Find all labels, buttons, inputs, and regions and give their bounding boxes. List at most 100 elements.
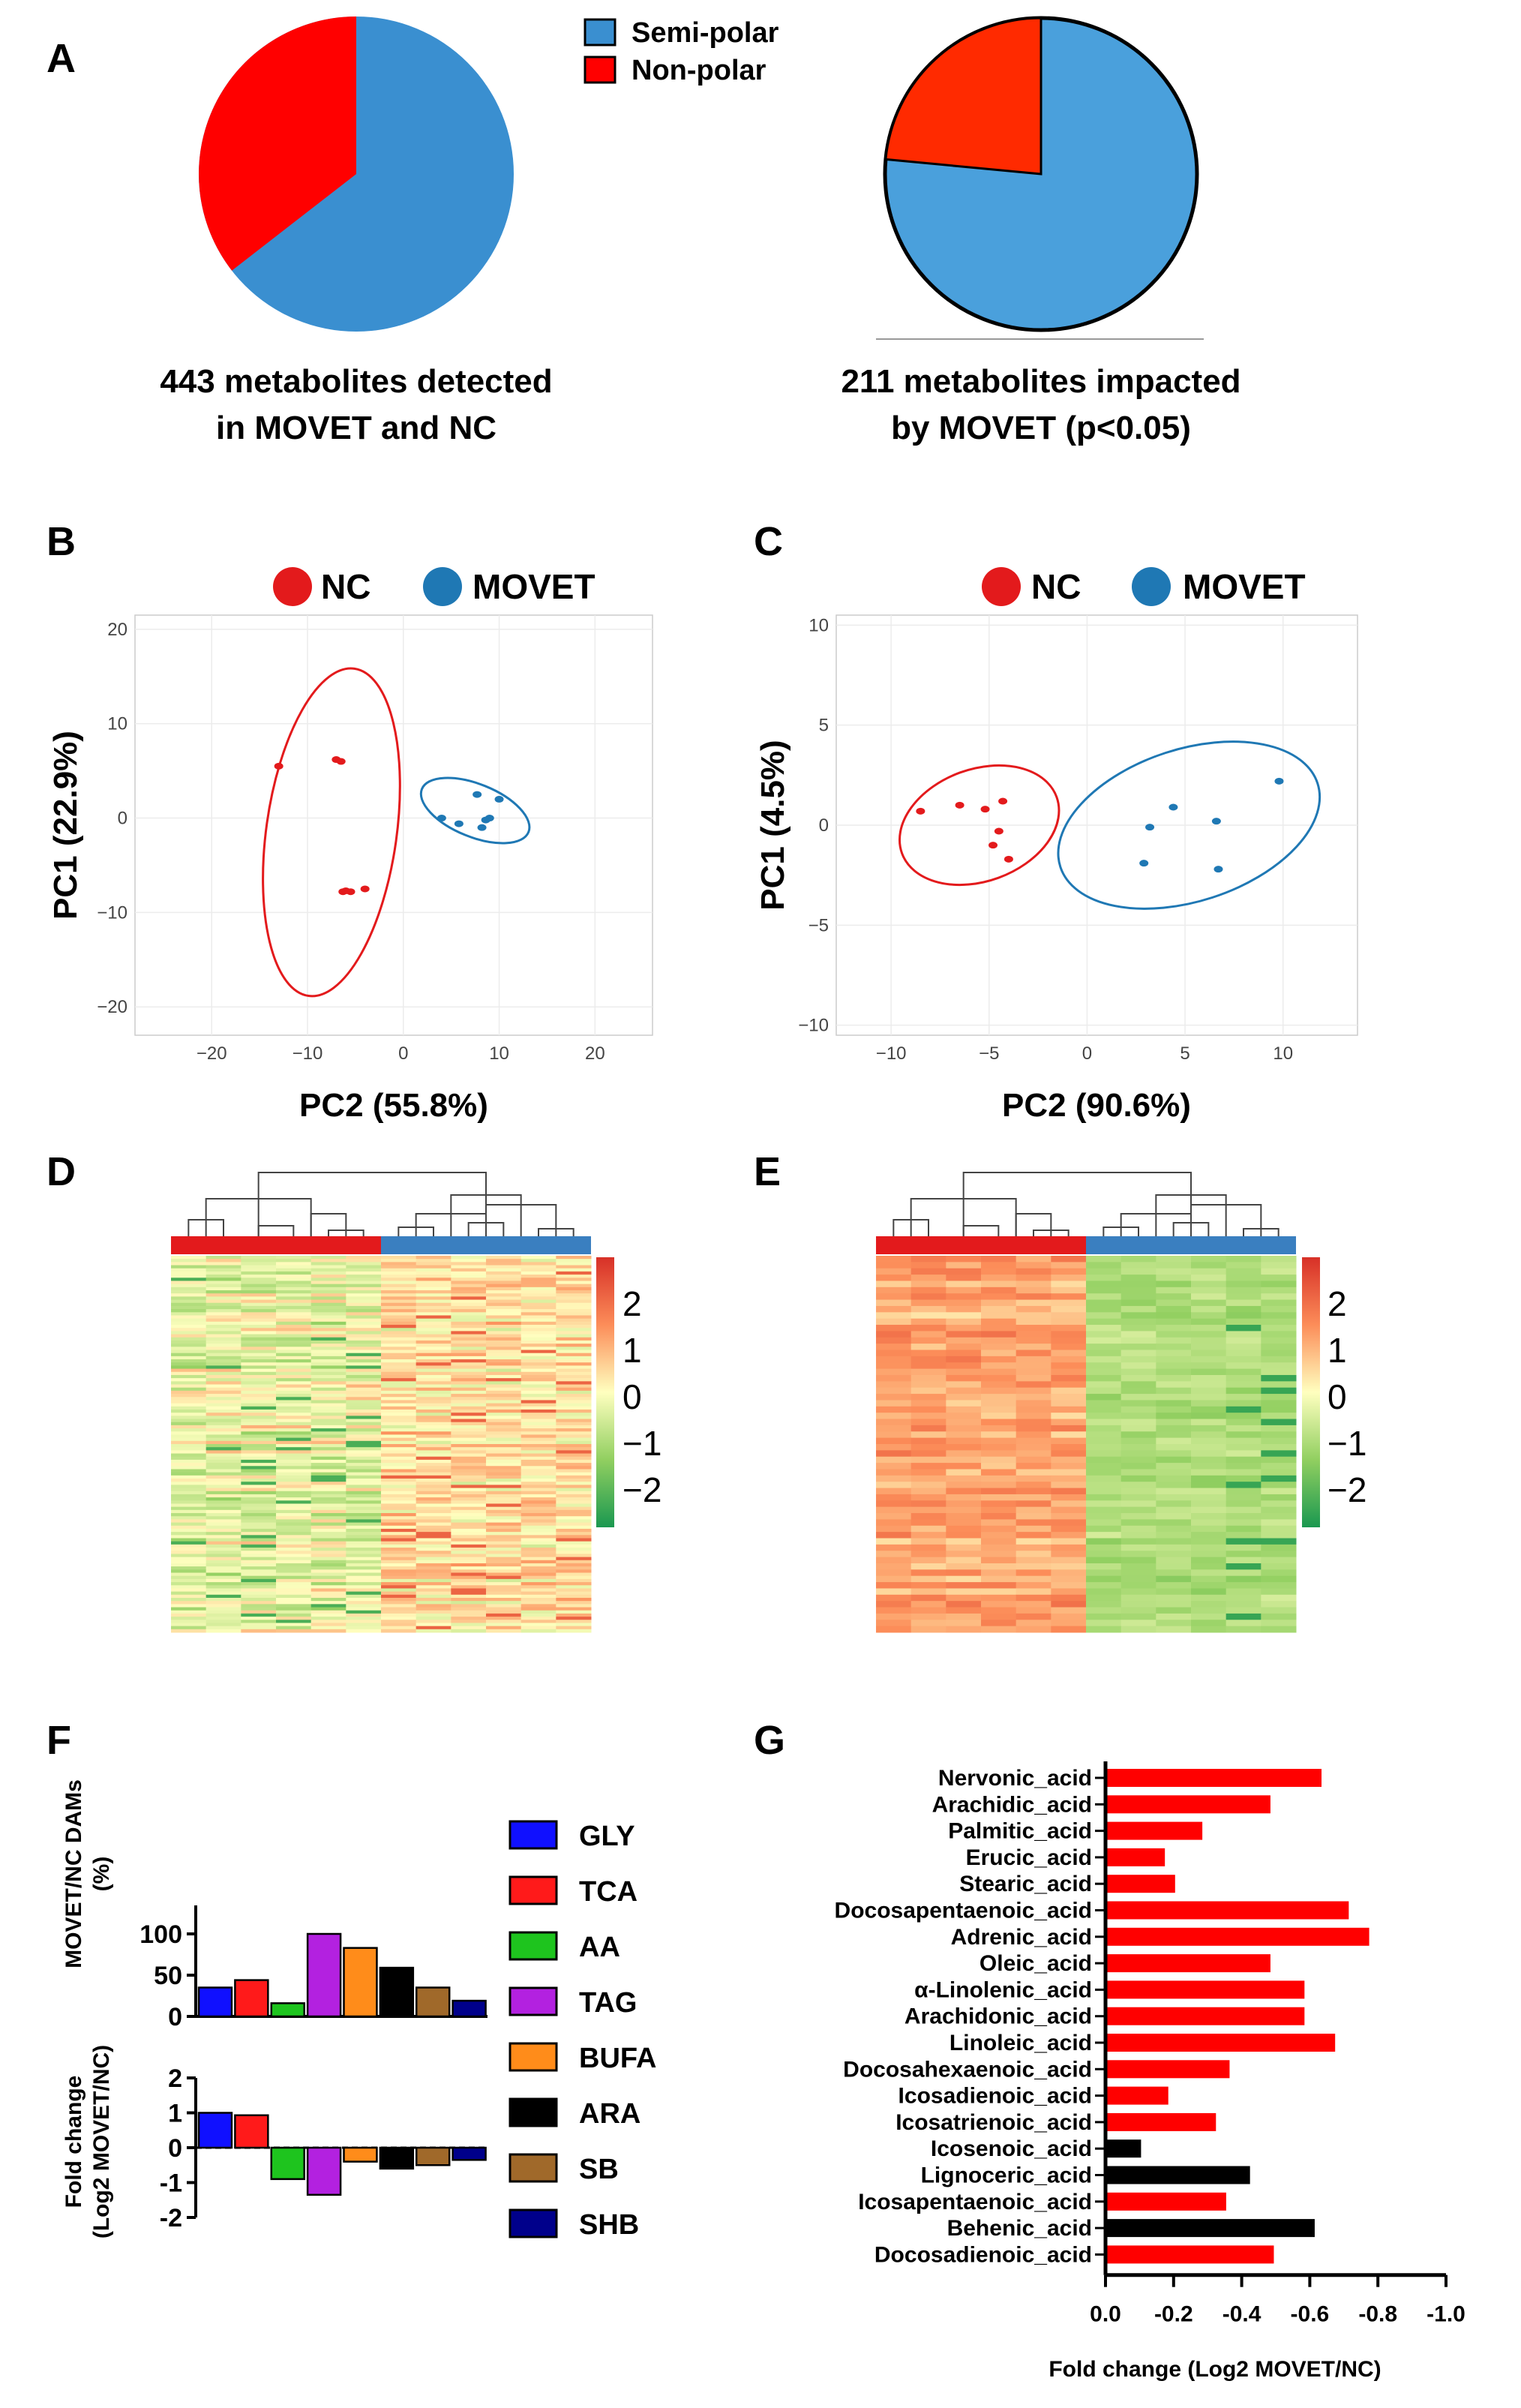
heatmap-e-scale-tick-0: 2: [1328, 1284, 1347, 1323]
heatmap-e-cell: [1191, 1525, 1227, 1533]
heatmap-e-cell: [1191, 1394, 1227, 1401]
heatmap-d-cell: [171, 1400, 207, 1404]
heatmap-d-cell: [310, 1350, 346, 1354]
heatmap-d-cell: [206, 1387, 242, 1392]
heatmap-e-cell: [946, 1601, 982, 1608]
heatmap-d-cell: [171, 1626, 207, 1630]
heatmap-d-cell: [451, 1447, 487, 1451]
heatmap-e-cell: [946, 1569, 982, 1577]
heatmap-e-cell: [1016, 1374, 1052, 1382]
heatmap-e-cell: [910, 1601, 946, 1608]
heatmap-d-cell: [171, 1509, 207, 1514]
heatmap-e-cell: [1120, 1494, 1156, 1501]
heatmap-e-cell: [1191, 1494, 1227, 1501]
heatmap-d-cell: [171, 1447, 207, 1451]
pca-b-xtick-3: 10: [489, 1043, 509, 1064]
heatmap-d-cell: [276, 1347, 312, 1350]
heatmap-d-cell: [416, 1419, 452, 1423]
heatmap-d-cell: [520, 1491, 556, 1495]
bar-f-top-bar-shb: [452, 1999, 487, 2018]
heatmap-d-cell: [520, 1262, 556, 1266]
heatmap-d-cell: [241, 1384, 277, 1389]
heatmap-d-cell: [241, 1494, 277, 1498]
heatmap-d-cell: [241, 1588, 277, 1593]
heatmap-e-cell: [946, 1431, 982, 1439]
bar-g-category-label-9: Arachidonic_acid: [904, 2004, 1092, 2029]
heatmap-e-cell: [1120, 1563, 1156, 1570]
heatmap-e-cell: [1086, 1281, 1122, 1288]
heatmap-e-cell: [1226, 1350, 1262, 1357]
heatmap-d-cell: [241, 1378, 277, 1382]
heatmap-e-cell: [910, 1626, 946, 1633]
heatmap-e-cell: [1051, 1475, 1087, 1482]
heatmap-d-cell: [486, 1610, 522, 1614]
heatmap-e-cell: [981, 1588, 1017, 1596]
heatmap-d-cell: [381, 1538, 417, 1542]
heatmap-e-cell: [876, 1394, 912, 1401]
pca-b-plot-area: [134, 614, 653, 1036]
heatmap-d-cell: [416, 1538, 452, 1542]
heatmap-d-cell: [276, 1503, 312, 1508]
heatmap-d-cell: [241, 1569, 277, 1574]
heatmap-d-cell: [556, 1450, 592, 1455]
heatmap-d-cell: [346, 1378, 382, 1382]
heatmap-d-cell: [346, 1431, 382, 1435]
heatmap-d-cell: [486, 1475, 522, 1479]
heatmap-e-cell: [1191, 1356, 1227, 1363]
heatmap-d-cell: [171, 1566, 207, 1570]
heatmap-e-cell: [1016, 1450, 1052, 1458]
heatmap-d-cell: [346, 1284, 382, 1288]
heatmap-d-cell: [451, 1284, 487, 1288]
heatmap-d-cell: [171, 1591, 207, 1596]
heatmap-e-cell: [1120, 1293, 1156, 1301]
heatmap-d-cell: [310, 1551, 346, 1554]
heatmap-e-cell: [1051, 1293, 1087, 1301]
heatmap-d-cell: [171, 1488, 207, 1492]
heatmap-d-cell: [276, 1425, 312, 1429]
heatmap-d-cell: [241, 1604, 277, 1608]
heatmap-d-cell: [171, 1416, 207, 1420]
heatmap-d-cell: [206, 1466, 242, 1470]
heatmap-d-cell: [346, 1305, 382, 1310]
heatmap-d-cell: [171, 1350, 207, 1354]
heatmap-e-cell: [1051, 1318, 1087, 1326]
heatmap-d-cell: [276, 1554, 312, 1558]
heatmap-d-cell: [556, 1607, 592, 1611]
heatmap-e-cell: [1051, 1463, 1087, 1470]
heatmap-d-cell: [276, 1334, 312, 1338]
heatmap-d-cell: [520, 1328, 556, 1332]
heatmap-e-cell: [910, 1569, 946, 1577]
heatmap-d-cell: [276, 1328, 312, 1332]
heatmap-e-cell: [1016, 1525, 1052, 1533]
heatmap-d-cell: [171, 1390, 207, 1395]
heatmap-e-cell: [1016, 1431, 1052, 1439]
heatmap-d-cell: [206, 1268, 242, 1272]
heatmap-e-cell: [981, 1281, 1017, 1288]
heatmap-d-cell: [381, 1548, 417, 1551]
heatmap-d-cell: [381, 1371, 417, 1376]
heatmap-d-cell: [241, 1428, 277, 1432]
heatmap-d-cell: [171, 1347, 207, 1350]
heatmap-d-cell: [486, 1469, 522, 1473]
heatmap-d-cell: [241, 1381, 277, 1386]
heatmap-e-cell: [1120, 1437, 1156, 1445]
heatmap-d-cell: [346, 1522, 382, 1527]
heatmap-e-cell: [1120, 1569, 1156, 1577]
heatmap-e-cell: [981, 1256, 1017, 1263]
heatmap-e-cell: [876, 1532, 912, 1539]
heatmap-d-cell: [346, 1265, 382, 1269]
heatmap-e-cell: [1051, 1626, 1087, 1633]
heatmap-e-cell: [981, 1287, 1017, 1294]
heatmap-e-cell: [1120, 1281, 1156, 1288]
heatmap-d-cell: [381, 1334, 417, 1338]
heatmap-e-cell: [1051, 1601, 1087, 1608]
heatmap-e-cell: [1156, 1256, 1192, 1263]
heatmap-d-cell: [206, 1566, 242, 1570]
heatmap-e-cell: [1120, 1538, 1156, 1545]
heatmap-d-cell: [520, 1265, 556, 1269]
heatmap-d-cell: [241, 1278, 277, 1281]
heatmap-d-cell: [206, 1284, 242, 1288]
heatmap-d-cell: [241, 1368, 277, 1373]
heatmap-d-cell: [451, 1397, 487, 1401]
heatmap-e-cell: [981, 1525, 1017, 1533]
